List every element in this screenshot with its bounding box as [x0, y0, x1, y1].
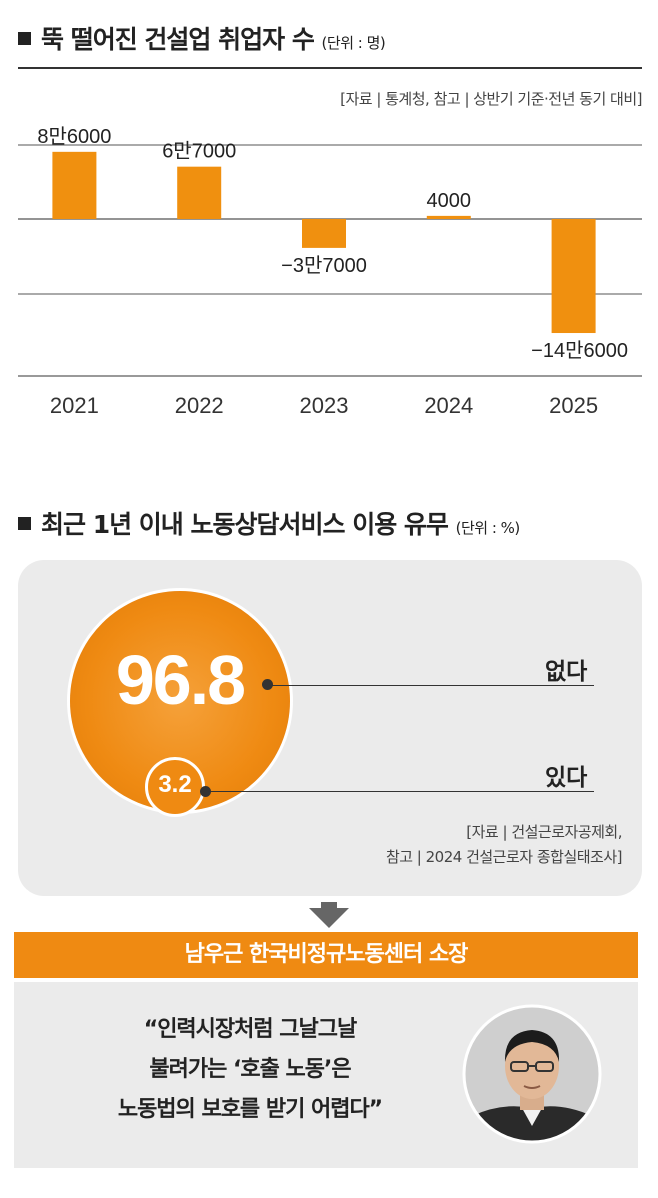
- chart2-title: 최근 1년 이내 노동상담서비스 이용 유무: [41, 510, 449, 539]
- data-label-2024: 4000: [427, 190, 472, 212]
- leader-line-none: [268, 685, 594, 686]
- down-arrow-icon: [309, 902, 349, 928]
- tick-label-2025: 2025: [549, 393, 598, 418]
- leader-dot-none: [262, 679, 273, 690]
- chart2-source-line2: 참고 | 2024 건설근로자 종합실태조사]: [385, 848, 623, 866]
- chart1-unit: (단위 : 명): [321, 34, 386, 52]
- portrait-photo: [462, 1004, 602, 1144]
- tick-label-2023: 2023: [300, 393, 349, 418]
- data-label-2022: 6만7000: [162, 140, 236, 163]
- data-label-2025: −14만6000: [531, 339, 628, 362]
- leader-line-used: [206, 791, 594, 792]
- tick-label-2022: 2022: [175, 393, 224, 418]
- bar-2022: [177, 166, 222, 219]
- quote-text: “인력시장처럼 그날그날 불려가는 ‘호출 노동’은 노동법의 보호를 받기 어…: [40, 1010, 460, 1130]
- chart2-source: [자료 | 건설근로자공제회, 참고 | 2024 건설근로자 종합실태조사]: [385, 820, 623, 870]
- used-share-circle: [145, 757, 205, 817]
- bar-chart: 8만6000 6만7000 −3만7000 4000 −14만6000 2021 2022…: [18, 125, 642, 418]
- tick-label-2021: 2021: [50, 393, 99, 418]
- quote-line-1: “인력시장처럼 그날그날: [143, 1017, 358, 1042]
- tick-label-2024: 2024: [424, 393, 473, 418]
- chart2-source-line1: [자료 | 건설근로자공제회,: [466, 823, 622, 841]
- quote-line-3: 노동법의 보호를 받기 어렵다”: [117, 1097, 383, 1122]
- label-used: 있다: [545, 765, 588, 791]
- bar-2024: [426, 215, 471, 219]
- bar-2023: [302, 219, 346, 248]
- none-share-value: 96.8: [115, 641, 246, 719]
- square-bullet-icon: [18, 32, 31, 45]
- chart2-title-row: 최근 1년 이내 노동상담서비스 이용 유무 (단위 : %): [18, 505, 520, 541]
- interviewee-banner: 남우근 한국비정규노동센터 소장: [14, 932, 638, 978]
- data-label-2023: −3만7000: [281, 254, 367, 277]
- title-rule: [18, 67, 642, 69]
- leader-dot-used: [200, 786, 211, 797]
- data-label-2021: 8만6000: [37, 125, 111, 148]
- quote-line-2: 불려가는 ‘호출 노동’은: [149, 1057, 351, 1082]
- square-bullet-icon: [18, 517, 31, 530]
- bar-2025: [551, 219, 596, 334]
- chart1-source: [자료 | 통계청, 참고 | 상반기 기준·전년 동기 대비]: [340, 90, 642, 108]
- used-share-value: 3.2: [158, 771, 192, 798]
- chart1-title-row: 뚝 떨어진 건설업 취업자 수 (단위 : 명): [18, 20, 386, 56]
- chart2-unit: (단위 : %): [455, 519, 521, 537]
- label-none: 없다: [545, 659, 588, 685]
- chart1-title: 뚝 떨어진 건설업 취업자 수: [41, 25, 315, 54]
- bar-2021: [52, 151, 97, 219]
